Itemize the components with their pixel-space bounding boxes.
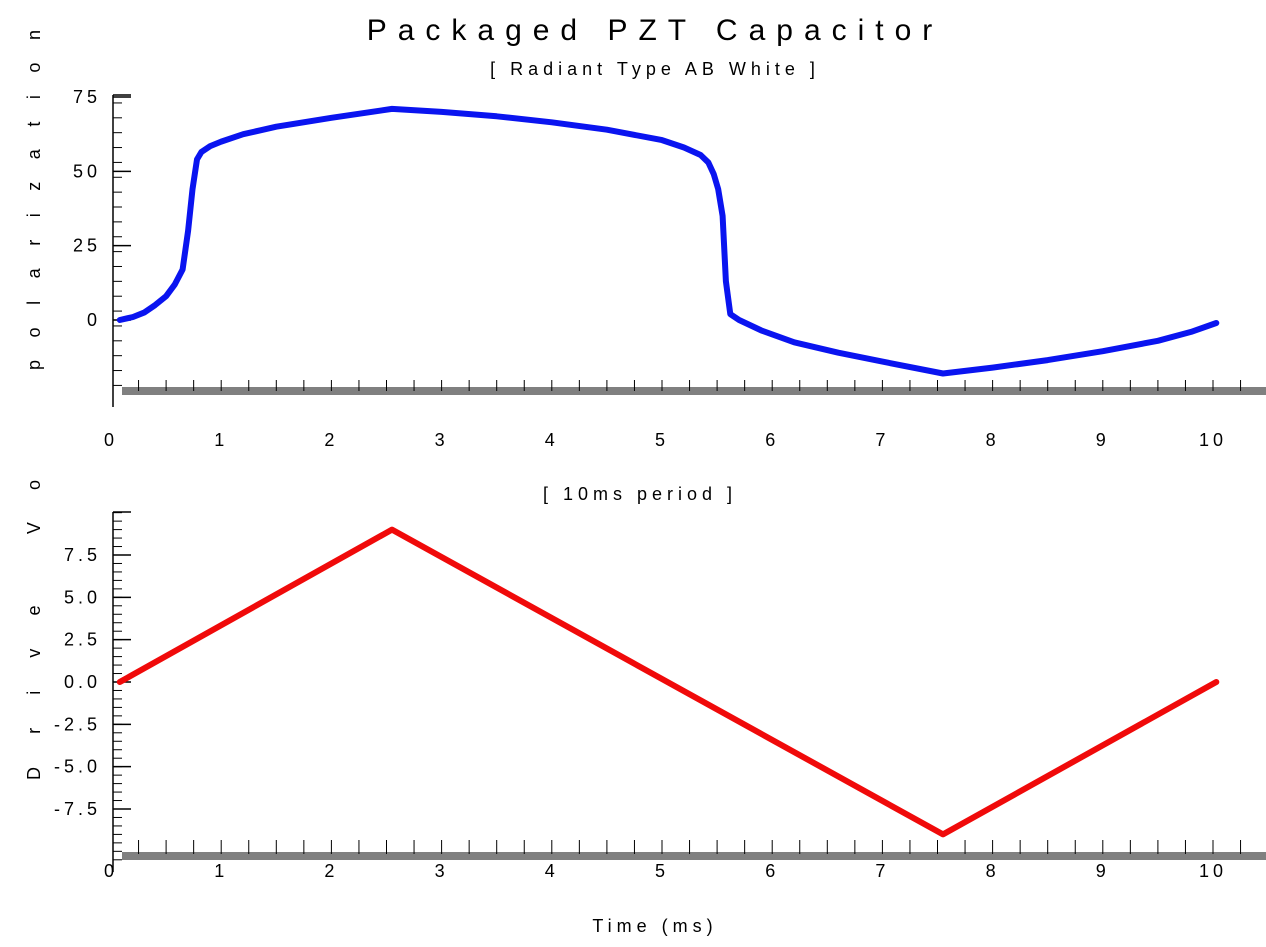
- x-tick-label: 2: [324, 861, 338, 881]
- x-tick-label: 8: [986, 430, 1000, 450]
- series-line: [116, 526, 1220, 838]
- drive-voltage-y-axis-label: Drive Vo: [24, 480, 44, 780]
- x-tick-label: 7: [875, 430, 889, 450]
- x-tick-label: 10: [1199, 430, 1227, 450]
- drive-voltage-tick-labels: -7.5 -5.0 -2.5 0.0 2.5 5.0 7.5 0 1 2 3 4 5 6 7 8 9 10: [54, 545, 1227, 881]
- y-tick-label: 7.5: [64, 545, 101, 565]
- series-line: [116, 105, 1220, 377]
- x-tick-label: 0: [104, 430, 118, 450]
- x-tick-label: 9: [1096, 430, 1110, 450]
- polarization-series: [116, 105, 1220, 377]
- x-tick-label: 9: [1096, 861, 1110, 881]
- polarization-axes: [112, 94, 1266, 407]
- x-tick-label: 5: [655, 861, 669, 881]
- polarization-x-axis-label: [ 10ms period ]: [543, 484, 737, 504]
- y-tick-label: -7.5: [54, 799, 101, 819]
- x-tick-label: 10: [1199, 861, 1227, 881]
- x-tick-label: 8: [986, 861, 1000, 881]
- y-tick-label: 0: [87, 310, 101, 330]
- y-tick-label: 50: [73, 161, 101, 181]
- x-tick-label: 1: [214, 861, 228, 881]
- y-tick-label: 75: [73, 87, 101, 107]
- x-tick-label: 1: [214, 430, 228, 450]
- drive-voltage-plot: -7.5 -5.0 -2.5 0.0 2.5 5.0 7.5 0 1 2 3 4 5 6 7 8 9 10 Dri…: [24, 480, 1266, 936]
- y-tick-label: 2.5: [64, 630, 101, 650]
- y-tick-label: 25: [73, 236, 101, 256]
- y-tick-label: -5.0: [54, 757, 101, 777]
- x-tick-label: 4: [545, 861, 559, 881]
- x-tick-label: 0: [104, 861, 118, 881]
- x-tick-label: 3: [435, 430, 449, 450]
- drive-voltage-series: [116, 526, 1220, 838]
- x-tick-label: 6: [765, 430, 779, 450]
- drive-voltage-ticks: [113, 512, 1242, 861]
- x-tick-label: 6: [765, 861, 779, 881]
- x-tick-label: 3: [435, 861, 449, 881]
- x-tick-label: 2: [324, 430, 338, 450]
- chart-subtitle: [ Radiant Type AB White ]: [490, 59, 820, 79]
- x-axis-baseline: [122, 852, 1266, 860]
- y-tick-label: -2.5: [54, 714, 101, 734]
- polarization-tick-labels: 0 25 50 75 0 1 2 3 4 5 6 7 8 9 10: [73, 87, 1227, 450]
- y-tick-label: 0.0: [64, 672, 101, 692]
- x-tick-label: 7: [875, 861, 889, 881]
- y-tick-label: 5.0: [64, 587, 101, 607]
- x-tick-label: 5: [655, 430, 669, 450]
- x-axis-baseline: [122, 387, 1266, 395]
- chart-title: Packaged PZT Capacitor: [367, 14, 944, 47]
- x-tick-label: 4: [545, 430, 559, 450]
- polarization-plot: 0 25 50 75 0 1 2 3 4 5 6 7 8 9 10 polarization [ 10ms …: [24, 30, 1266, 504]
- polarization-y-axis-label: polarization: [24, 30, 44, 370]
- polarization-ticks: [113, 96, 1242, 391]
- drive-voltage-x-axis-label: Time (ms): [592, 916, 717, 936]
